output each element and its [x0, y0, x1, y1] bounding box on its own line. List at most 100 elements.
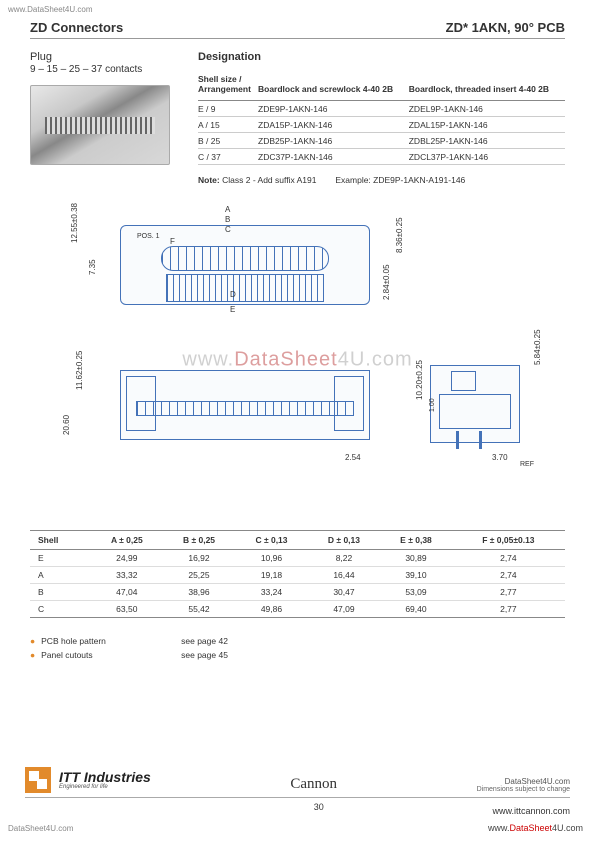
itt-logo-icon: [25, 767, 51, 793]
cell: ZDCL37P-1AKN-146: [409, 149, 565, 165]
dims-th: A ± 0,25: [91, 531, 163, 550]
cell: 2,77: [452, 584, 565, 601]
page-number: 30: [314, 802, 324, 816]
dim-A: A: [225, 205, 230, 214]
cell: 33,32: [91, 567, 163, 584]
reference-links: ● PCB hole pattern see page 42 ● Panel c…: [30, 636, 565, 660]
product-photo: [30, 85, 170, 165]
itt-text: ITT Industries: [59, 770, 151, 784]
cell: E: [30, 550, 91, 567]
note-label: Note:: [198, 175, 220, 185]
dim-ref: REF: [520, 461, 534, 468]
cell: 2,77: [452, 601, 565, 618]
cell: ZDEL9P-1AKN-146: [409, 101, 565, 117]
cell: 69,40: [380, 601, 452, 618]
bullet-icon: ●: [30, 636, 35, 646]
cell: 63,50: [91, 601, 163, 618]
table-row: C63,5055,4249,8647,0969,402,77: [30, 601, 565, 618]
cell: 47,04: [91, 584, 163, 601]
wm-br-prefix: www.: [488, 823, 510, 833]
dim-1162: 11.62±0.25: [75, 351, 84, 390]
dim-pos1: POS. 1: [137, 233, 160, 240]
cell: 53,09: [380, 584, 452, 601]
dim-1255: 12.55±0.38: [70, 203, 79, 243]
dim-F: F: [170, 237, 175, 246]
cell: 2,74: [452, 550, 565, 567]
dims-th: Shell: [30, 531, 91, 550]
designation-table: Shell size / Arrangement Boardlock and s…: [198, 71, 565, 165]
watermark-bottom-right: www.DataSheet4U.com: [488, 823, 583, 833]
dims-th: B ± 0,25: [163, 531, 235, 550]
page-header: ZD Connectors ZD* 1AKN, 90° PCB: [30, 20, 565, 39]
bullet-icon: ●: [30, 650, 35, 660]
dims-th: D ± 0,13: [308, 531, 380, 550]
cell: ZDAL15P-1AKN-146: [409, 117, 565, 133]
cell: 30,89: [380, 550, 452, 567]
cell: ZDB25P-1AKN-146: [258, 133, 409, 149]
dim-735: 7.35: [88, 259, 97, 275]
cell: ZDE9P-1AKN-146: [258, 101, 409, 117]
header-title-left: ZD Connectors: [30, 20, 123, 35]
dims-th: C ± 0,13: [235, 531, 307, 550]
footer-dims-note: Dimensions subject to change: [477, 786, 570, 793]
cell: B: [30, 584, 91, 601]
dims-th: F ± 0,05±0.13: [452, 531, 565, 550]
dim-E: E: [230, 305, 235, 314]
dim-1020: 10.20±0.25: [415, 360, 424, 400]
desig-th-c1: Boardlock and screwlock 4-40 2B: [258, 71, 409, 101]
cell: 8,22: [308, 550, 380, 567]
watermark-bottom-left: DataSheet4U.com: [8, 824, 73, 833]
dim-2060: 20.60: [62, 415, 71, 435]
desig-th-shell: Shell size / Arrangement: [198, 71, 258, 101]
wm-br-red: DataSheet: [509, 823, 552, 833]
plug-subtitle: 9 – 15 – 25 – 37 contacts: [30, 64, 180, 75]
cell: A: [30, 567, 91, 584]
cannon-brand: Cannon: [290, 776, 337, 793]
wm-prefix: www.: [182, 349, 234, 371]
cell: 10,96: [235, 550, 307, 567]
ref-pcb-label: PCB hole pattern: [41, 636, 181, 646]
cell: 24,99: [91, 550, 163, 567]
cell: 39,10: [380, 567, 452, 584]
dims-th: E ± 0,38: [380, 531, 452, 550]
ref-panel-label: Panel cutouts: [41, 650, 181, 660]
cell: 49,86: [235, 601, 307, 618]
cell: 33,24: [235, 584, 307, 601]
dimensions-table: Shell A ± 0,25 B ± 0,25 C ± 0,13 D ± 0,1…: [30, 530, 565, 618]
cell: 47,09: [308, 601, 380, 618]
footer-ds4u: DataSheet4U.com: [477, 777, 570, 786]
table-row: E24,9916,9210,968,2230,892,74: [30, 550, 565, 567]
note-text: Class 2 - Add suffix A191: [222, 175, 316, 185]
dim-C: C: [225, 225, 231, 234]
cell: E / 9: [198, 101, 258, 117]
cell: 19,18: [235, 567, 307, 584]
table-row: A33,3225,2519,1816,4439,102,74: [30, 567, 565, 584]
cell: 30,47: [308, 584, 380, 601]
cell: ZDA15P-1AKN-146: [258, 117, 409, 133]
cell: C / 37: [198, 149, 258, 165]
dim-584: 5.84±0.25: [533, 329, 542, 365]
dim-B: B: [225, 215, 230, 224]
table-row: B47,0438,9633,2430,4753,092,77: [30, 584, 565, 601]
dim-836: 8.36±0.25: [395, 217, 404, 253]
cell: 2,74: [452, 567, 565, 584]
wm-suffix: 4U.com: [338, 349, 413, 371]
cell: ZDBL25P-1AKN-146: [409, 133, 565, 149]
cell: 38,96: [163, 584, 235, 601]
cell: 55,42: [163, 601, 235, 618]
cell: C: [30, 601, 91, 618]
dim-284: 2.84±0.05: [382, 264, 391, 300]
cell: 16,44: [308, 567, 380, 584]
cell: B / 25: [198, 133, 258, 149]
table-row: B / 25ZDB25P-1AKN-146ZDBL25P-1AKN-146: [198, 133, 565, 149]
cell: A / 15: [198, 117, 258, 133]
table-row: A / 15ZDA15P-1AKN-146ZDAL15P-1AKN-146: [198, 117, 565, 133]
footer-url: www.ittcannon.com: [492, 806, 570, 816]
plug-title: Plug: [30, 51, 180, 63]
ref-panel-page: see page 45: [181, 650, 228, 660]
table-row: E / 9ZDE9P-1AKN-146ZDEL9P-1AKN-146: [198, 101, 565, 117]
designation-note: Note: Class 2 - Add suffix A191 Example:…: [198, 175, 565, 185]
ref-pcb-page: see page 42: [181, 636, 228, 646]
dim-100: 1.00: [429, 398, 436, 412]
watermark-center: www.DataSheet4U.com: [182, 349, 412, 372]
